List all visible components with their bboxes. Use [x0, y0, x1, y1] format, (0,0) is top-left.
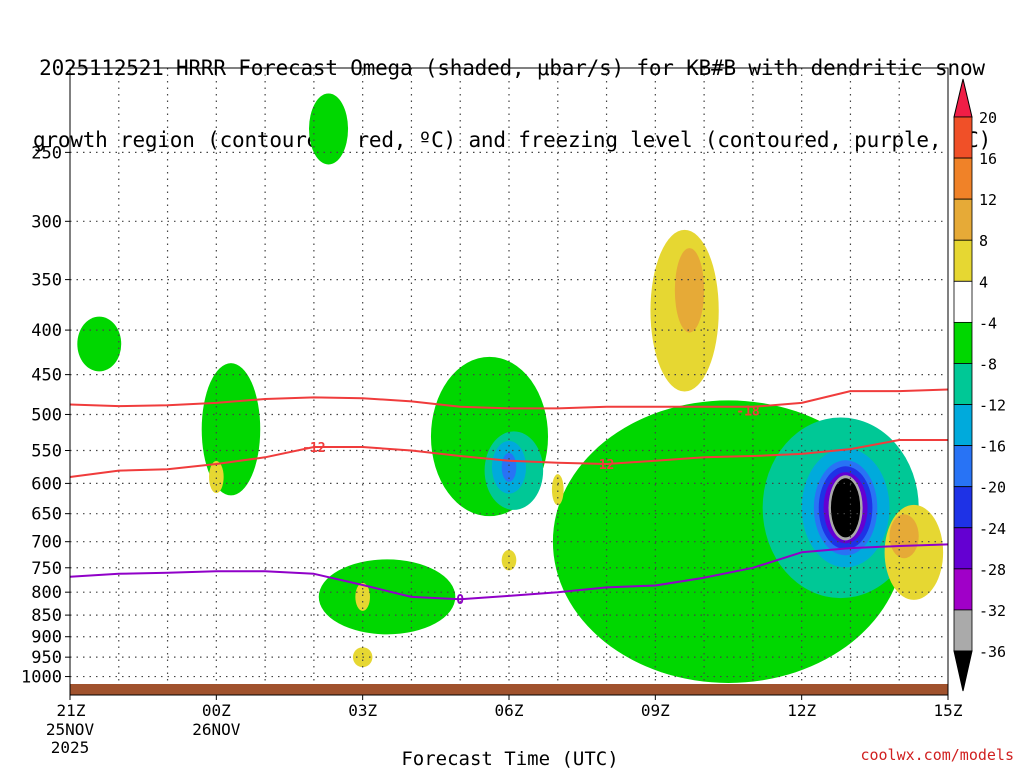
omega-region: [501, 549, 517, 571]
omega-region: [889, 514, 919, 559]
omega-region: [355, 582, 370, 611]
colorbar-segment: [953, 609, 973, 652]
x-tick-label: 09Z: [641, 701, 670, 720]
y-axis: 2503003504004505005506006507007508008509…: [21, 143, 70, 688]
x-tick-label: 00Z: [202, 701, 231, 720]
omega-region: [501, 452, 517, 482]
x-tick-label: 03Z: [348, 701, 377, 720]
ground-strip: [70, 684, 948, 695]
omega-region: [77, 316, 122, 372]
omega-region: [309, 93, 349, 165]
colorbar-label: 8: [979, 232, 988, 250]
y-tick-label: 650: [31, 505, 62, 525]
omega-region: [209, 461, 224, 494]
y-tick-label: 900: [31, 628, 62, 648]
colorbar-label: -36: [979, 643, 1006, 661]
colorbar-label: -16: [979, 438, 1006, 456]
y-tick-label: 500: [31, 405, 62, 425]
colorbar-segment: [953, 321, 973, 364]
colorbar-segment: [953, 445, 973, 488]
colorbar-label: -12: [979, 397, 1006, 415]
colorbar-segment: [953, 568, 973, 611]
colorbar-label: -32: [979, 602, 1006, 620]
colorbar-label: -8: [979, 355, 997, 373]
colorbar-label: 16: [979, 150, 997, 168]
x-tick-date: 25NOV: [46, 720, 95, 739]
colorbar-segment: [953, 157, 973, 200]
contour-line--18: [69, 388, 949, 410]
y-tick-label: 750: [31, 559, 62, 579]
colorbar-label: -28: [979, 561, 1006, 579]
colorbar-segment: [953, 486, 973, 529]
colorbar-label: -4: [979, 314, 997, 332]
y-tick-label: 550: [31, 442, 62, 462]
y-tick-label: 400: [31, 321, 62, 341]
temperature-contours: -18 -12 12 0: [69, 388, 949, 608]
colorbar-label: 4: [979, 273, 988, 291]
contour-label: 12: [599, 458, 615, 473]
y-tick-label: 350: [31, 271, 62, 291]
colorbar-label: -20: [979, 479, 1006, 497]
colorbar-segment: [953, 527, 973, 570]
contour-label: -12: [302, 441, 325, 456]
colorbar-segment: [953, 198, 973, 241]
x-tick-label: 06Z: [495, 701, 524, 720]
colorbar-segment: [953, 280, 973, 323]
x-axis-label: Forecast Time (UTC): [401, 748, 618, 768]
omega-shading: [77, 93, 944, 683]
omega-region: [830, 478, 861, 538]
y-tick-label: 700: [31, 533, 62, 553]
y-tick-label: 1000: [21, 668, 62, 688]
y-tick-label: 800: [31, 583, 62, 603]
x-tick-date: 26NOV: [192, 720, 241, 739]
x-tick-year: 2025: [51, 738, 90, 757]
gridlines: [70, 68, 948, 695]
omega-region: [674, 248, 705, 333]
colorbar-segment: [953, 239, 973, 282]
ground-fill: [70, 684, 948, 695]
y-tick-label: 450: [31, 366, 62, 386]
colorbar-arrow-bottom: [953, 650, 973, 692]
colorbar-arrow-top: [953, 78, 973, 118]
colorbar-label: 20: [979, 109, 997, 127]
omega-region: [551, 474, 564, 506]
colorbar-label: 12: [979, 191, 997, 209]
credit-link[interactable]: coolwx.com/models: [860, 746, 1014, 764]
y-tick-label: 850: [31, 606, 62, 626]
colorbar: 20 16 12 8 4 -4 -8 -12 -16 -20 -24 -28 -32 -36: [953, 78, 1006, 692]
y-tick-label: 300: [31, 212, 62, 232]
y-tick-label: 950: [31, 648, 62, 668]
x-tick-label: 15Z: [934, 701, 963, 720]
contour-label: -18: [736, 405, 760, 420]
omega-region: [318, 559, 456, 635]
y-tick-label: 600: [31, 474, 62, 494]
colorbar-label: -24: [979, 520, 1006, 538]
colorbar-segment: [953, 363, 973, 405]
colorbar-segment: [953, 404, 973, 447]
contour-label: 0: [456, 593, 464, 608]
x-tick-label: 21Z: [57, 701, 86, 720]
x-tick-label: 12Z: [787, 701, 816, 720]
colorbar-segment: [953, 116, 973, 159]
contour-line--12: [69, 439, 948, 478]
y-tick-label: 250: [31, 143, 62, 163]
contour-line-0: [69, 543, 949, 601]
